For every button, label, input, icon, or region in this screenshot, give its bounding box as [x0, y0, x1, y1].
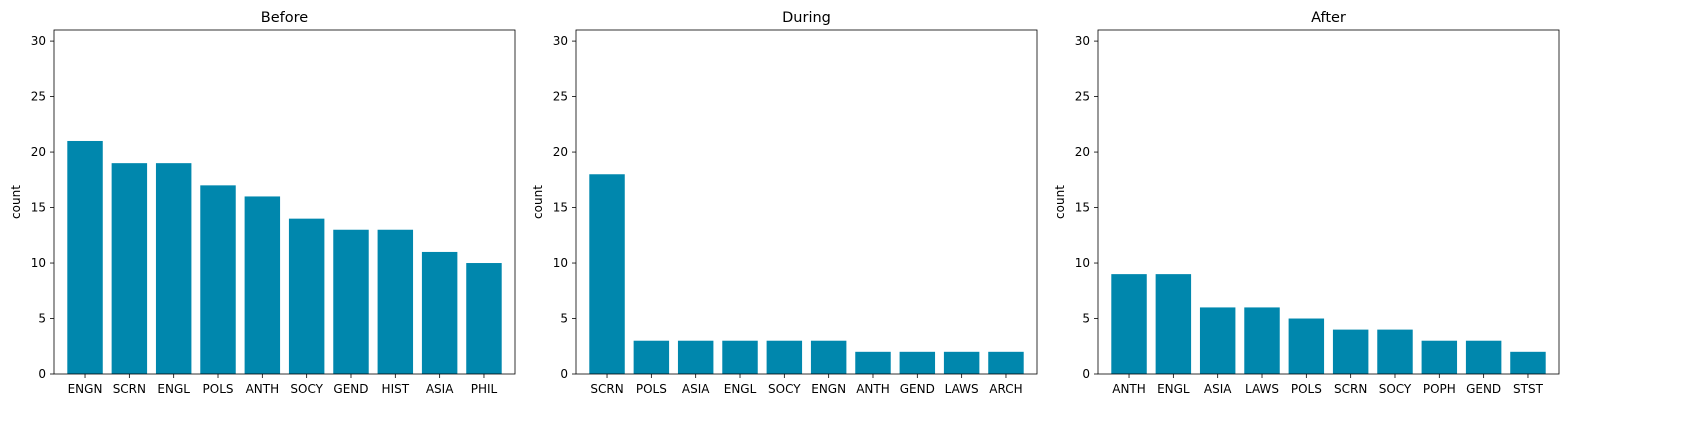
- bar-before-gend: [333, 229, 369, 374]
- y-axis-label: count: [531, 185, 545, 219]
- x-tick-label: ENGN: [68, 382, 103, 396]
- chart-title: After: [1311, 10, 1346, 26]
- y-tick-label: 30: [553, 34, 568, 48]
- bar-after-socy: [1377, 329, 1413, 374]
- bar-during-pols: [633, 340, 670, 374]
- bar-after-engl: [1155, 274, 1192, 374]
- bar-before-hist: [377, 229, 414, 374]
- bar-after-poph: [1421, 340, 1458, 374]
- y-tick-label: 5: [560, 312, 568, 326]
- y-tick-label: 0: [38, 367, 46, 381]
- bar-during-engn: [810, 340, 847, 374]
- y-tick-label: 30: [1075, 34, 1090, 48]
- x-tick-label: SOCY: [1379, 382, 1412, 396]
- x-tick-label: SOCY: [290, 382, 323, 396]
- x-tick-label: PHIL: [471, 382, 498, 396]
- bar-during-laws: [943, 351, 980, 374]
- x-tick-label: SCRN: [590, 382, 623, 396]
- bar-during-arch: [988, 351, 1024, 374]
- bar-after-asia: [1199, 307, 1236, 374]
- axes-frame: [1097, 29, 1560, 375]
- x-tick-label: POLS: [203, 382, 234, 396]
- y-tick-label: 20: [553, 145, 568, 159]
- bar-after-pols: [1288, 318, 1325, 374]
- x-tick-label: ASIA: [426, 382, 454, 396]
- y-tick-label: 15: [31, 201, 46, 215]
- x-tick-label: GEND: [333, 382, 368, 396]
- x-tick-label: ARCH: [989, 382, 1022, 396]
- y-tick-label: 5: [38, 312, 46, 326]
- y-tick-label: 20: [31, 145, 46, 159]
- panel-before: ENGN SCRN ENGL POLS ANTH SOCY GEND HIST ASIA PHIL…: [9, 10, 516, 396]
- x-tick-label: SOCY: [768, 382, 801, 396]
- y-tick-label: 10: [553, 256, 568, 270]
- x-tick-label: ASIA: [682, 382, 710, 396]
- y-axis-label: count: [1053, 185, 1067, 219]
- x-tick-label: POLS: [1291, 382, 1322, 396]
- bar-after-gend: [1465, 340, 1502, 374]
- y-tick-label: 0: [560, 367, 568, 381]
- x-tick-label: ASIA: [1204, 382, 1232, 396]
- x-tick-label: ENGL: [157, 382, 190, 396]
- x-tick-label: ENGN: [811, 382, 846, 396]
- bar-during-asia: [677, 340, 714, 374]
- axes-frame: [53, 29, 516, 375]
- bar-before-phil: [466, 263, 502, 374]
- y-tick-label: 5: [1082, 312, 1090, 326]
- x-tick-label: ANTH: [1112, 382, 1146, 396]
- bar-before-socy: [288, 218, 325, 374]
- bar-during-scrn: [589, 174, 625, 374]
- bar-before-asia: [421, 251, 458, 374]
- x-tick-label: STST: [1513, 382, 1544, 396]
- panel-during: SCRN POLS ASIA ENGL SOCY ENGN ANTH GEND LAWS ARCH…: [531, 10, 1038, 396]
- x-tick-label: POPH: [1423, 382, 1456, 396]
- y-tick-label: 10: [31, 256, 46, 270]
- x-tick-label: ENGL: [1157, 382, 1190, 396]
- bar-after-stst: [1510, 351, 1546, 374]
- bar-before-scrn: [111, 163, 148, 374]
- y-tick-label: 15: [1075, 201, 1090, 215]
- y-axis-label: count: [9, 185, 23, 219]
- bar-after-laws: [1244, 307, 1280, 374]
- bar-during-anth: [855, 351, 891, 374]
- axes-frame: [575, 29, 1038, 375]
- y-tick-label: 25: [31, 90, 46, 104]
- bar-during-engl: [722, 340, 758, 374]
- x-tick-label: SCRN: [1334, 382, 1367, 396]
- x-tick-label: ANTH: [856, 382, 890, 396]
- bar-before-engl: [155, 163, 192, 374]
- x-tick-label: ANTH: [246, 382, 280, 396]
- y-tick-label: 30: [31, 34, 46, 48]
- bar-after-anth: [1111, 274, 1147, 374]
- bar-during-socy: [766, 340, 803, 374]
- panel-after: ANTH ENGL ASIA LAWS POLS SCRN SOCY POPH GEND STST…: [1053, 10, 1560, 396]
- bar-before-anth: [244, 196, 281, 374]
- y-tick-label: 0: [1082, 367, 1090, 381]
- y-tick-label: 15: [553, 201, 568, 215]
- y-tick-label: 25: [553, 90, 568, 104]
- bar-during-gend: [899, 351, 936, 374]
- x-tick-label: GEND: [1466, 382, 1501, 396]
- chart-title: During: [782, 10, 831, 26]
- x-tick-label: HIST: [382, 382, 410, 396]
- x-tick-label: POLS: [636, 382, 667, 396]
- x-tick-label: SCRN: [113, 382, 146, 396]
- bar-before-engn: [67, 140, 103, 374]
- x-tick-label: GEND: [900, 382, 935, 396]
- x-tick-label: LAWS: [945, 382, 979, 396]
- chart-title: Before: [261, 10, 308, 26]
- y-tick-label: 10: [1075, 256, 1090, 270]
- bar-after-scrn: [1332, 329, 1369, 374]
- x-tick-label: ENGL: [724, 382, 757, 396]
- y-tick-label: 25: [1075, 90, 1090, 104]
- y-tick-label: 20: [1075, 145, 1090, 159]
- x-tick-label: LAWS: [1245, 382, 1279, 396]
- bar-before-pols: [200, 185, 236, 374]
